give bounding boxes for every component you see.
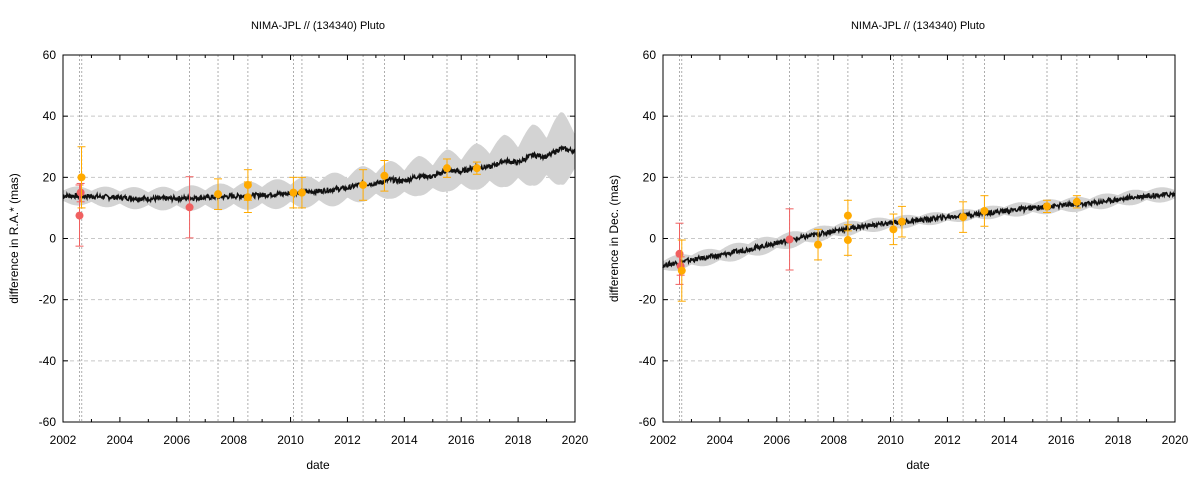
x-axis-label: date [306, 458, 330, 472]
x-tick-label: 2014 [991, 433, 1018, 447]
model-line [62, 145, 576, 204]
x-tick-label: 2002 [50, 433, 77, 447]
y-tick-label: 40 [43, 109, 57, 123]
x-axis-label: date [906, 458, 930, 472]
x-tick-label: 2016 [448, 433, 475, 447]
y-tick-label: 40 [643, 109, 657, 123]
y-tick-label: -20 [639, 293, 657, 307]
x-tick-label: 2010 [277, 433, 304, 447]
x-tick-label: 2018 [1105, 433, 1132, 447]
model-line [662, 190, 1176, 269]
y-tick-label: 60 [43, 48, 57, 62]
x-tick-label: 2006 [763, 433, 790, 447]
data-point [1043, 202, 1051, 211]
y-tick-label: 0 [49, 232, 56, 246]
data-point [359, 180, 368, 189]
data-point [77, 173, 86, 182]
y-axis-label: difference in R.A.* (mas) [7, 173, 21, 304]
data-point [843, 211, 852, 220]
x-tick-label: 2004 [107, 433, 134, 447]
x-tick-label: 2004 [707, 433, 734, 447]
data-point [76, 188, 85, 197]
data-point [443, 164, 451, 173]
y-tick-label: 60 [643, 48, 657, 62]
y-tick-label: 0 [649, 232, 656, 246]
data-point [185, 203, 194, 212]
data-point [843, 236, 852, 245]
x-tick-label: 2020 [562, 433, 589, 447]
x-tick-label: 2012 [334, 433, 361, 447]
x-tick-label: 2002 [650, 433, 677, 447]
data-point [959, 213, 968, 222]
data-point [897, 217, 906, 226]
uncertainty-band [63, 112, 575, 211]
x-tick-label: 2016 [1048, 433, 1075, 447]
x-tick-label: 2006 [163, 433, 190, 447]
y-tick-label: -40 [39, 354, 57, 368]
data-point [289, 188, 298, 197]
data-point [75, 211, 84, 220]
data-point [243, 193, 252, 202]
data-point [472, 164, 481, 173]
data-point [297, 188, 306, 197]
data-point [980, 206, 989, 215]
chart-panel-1: 2002 2004 2006 2008 2010 2012 2014 2016 2018 2020… [7, 20, 589, 472]
y-tick-label: -60 [39, 415, 57, 429]
data-point [677, 266, 686, 275]
data-point [814, 240, 823, 249]
y-tick-label: -20 [39, 293, 57, 307]
chart-title: NIMA-JPL // (134340) Pluto [851, 20, 985, 32]
x-tick-label: 2014 [391, 433, 418, 447]
uncertainty-band [663, 187, 1175, 271]
x-tick-label: 2010 [877, 433, 904, 447]
x-tick-label: 2008 [820, 433, 847, 447]
data-point [380, 171, 389, 180]
chart-title: NIMA-JPL // (134340) Pluto [251, 20, 385, 32]
data-point [1072, 197, 1081, 206]
y-tick-label: -60 [639, 415, 657, 429]
x-tick-label: 2008 [220, 433, 247, 447]
y-tick-label: 20 [643, 170, 657, 184]
data-point [785, 235, 794, 244]
x-tick-label: 2020 [1162, 433, 1189, 447]
data-point [214, 190, 223, 199]
x-tick-label: 2012 [934, 433, 961, 447]
x-tick-label: 2018 [505, 433, 532, 447]
y-tick-label: 20 [43, 170, 57, 184]
y-axis-label: difference in Dec. (mas) [607, 175, 621, 302]
data-point [889, 225, 898, 234]
y-tick-label: -40 [639, 354, 657, 368]
chart-panel-2: 2002 2004 2006 2008 2010 2012 2014 2016 2018 2020… [607, 20, 1189, 472]
